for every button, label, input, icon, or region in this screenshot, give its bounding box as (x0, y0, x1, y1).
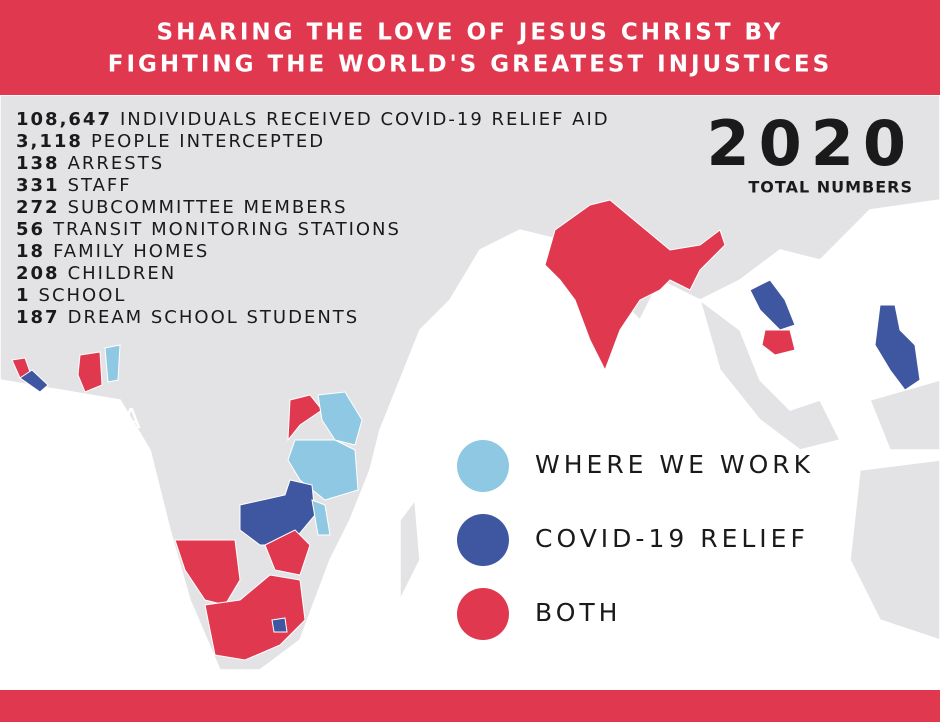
stat-number: 1 (16, 285, 31, 306)
stat-line: 56 TRANSIT MONITORING STATIONS (16, 219, 401, 240)
legend-swatch (457, 514, 509, 566)
stat-label: FAMILY HOMES (53, 241, 209, 262)
stats-list: 108,647 INDIVIDUALS RECEIVED COVID-19 REL… (16, 109, 610, 328)
stat-number: 272 (16, 197, 60, 218)
stat-line: 108,647 INDIVIDUALS RECEIVED COVID-19 REL… (16, 109, 610, 130)
stat-label: SCHOOL (39, 285, 127, 306)
stat-number: 331 (16, 175, 60, 196)
header-band (0, 0, 940, 95)
stat-label: STAFF (68, 175, 132, 196)
stat-number: 18 (16, 241, 45, 262)
country (19, 369, 49, 393)
stat-number: 108,647 (16, 109, 112, 130)
stat-line: 272 SUBCOMMITTEE MEMBERS (16, 197, 348, 218)
stat-line: 138 ARRESTS (16, 153, 164, 174)
stat-line: 208 CHILDREN (16, 263, 176, 284)
country (874, 304, 921, 391)
stat-label: INDIVIDUALS RECEIVED COVID-19 RELIEF AID (120, 109, 610, 130)
legend-label: WHERE WE WORK (535, 450, 814, 479)
stat-line: 187 DREAM SCHOOL STUDENTS (16, 307, 359, 328)
country (264, 529, 311, 576)
stat-label: DREAM SCHOOL STUDENTS (68, 307, 360, 328)
legend-label: COVID-19 RELIEF (535, 524, 809, 553)
stat-number: 56 (16, 219, 45, 240)
base-map (0, 94, 940, 671)
stat-number: 187 (16, 307, 60, 328)
header-title: SHARING THE LOVE OF JESUS CHRIST BY (157, 20, 784, 46)
map-label: AFRICA (14, 402, 146, 435)
country (287, 439, 359, 501)
country (749, 279, 796, 331)
stat-number: 208 (16, 263, 60, 284)
stat-label: SUBCOMMITTEE MEMBERS (68, 197, 348, 218)
year-subtitle: TOTAL NUMBERS (748, 178, 913, 197)
country (77, 351, 103, 393)
country (317, 391, 363, 446)
stat-label: TRANSIT MONITORING STATIONS (52, 219, 401, 240)
stat-number: 3,118 (16, 131, 83, 152)
legend: WHERE WE WORK COVID-19 RELIEF BOTH (457, 440, 814, 640)
legend-label: BOTH (535, 598, 621, 627)
stat-line: 18 FAMILY HOMES (16, 241, 209, 262)
countries (11, 199, 921, 661)
stat-number: 138 (16, 153, 60, 174)
country (287, 394, 323, 442)
country (311, 499, 331, 536)
stat-line: 1 SCHOOL (16, 285, 126, 306)
country (544, 199, 726, 372)
stat-line: 331 STAFF (16, 175, 132, 196)
country (271, 617, 288, 633)
country (761, 329, 796, 356)
stat-label: CHILDREN (68, 263, 177, 284)
legend-swatch (457, 588, 509, 640)
country (104, 344, 121, 383)
stat-line: 3,118 PEOPLE INTERCEPTED (16, 131, 325, 152)
legend-swatch (457, 440, 509, 492)
stat-label: ARRESTS (68, 153, 165, 174)
year: 2020 (706, 107, 915, 180)
header-title: FIGHTING THE WORLD'S GREATEST INJUSTICES (108, 52, 832, 78)
map-label: ASIA (636, 322, 720, 355)
stat-label: PEOPLE INTERCEPTED (91, 131, 325, 152)
country (204, 574, 306, 661)
footer-band (0, 690, 940, 722)
